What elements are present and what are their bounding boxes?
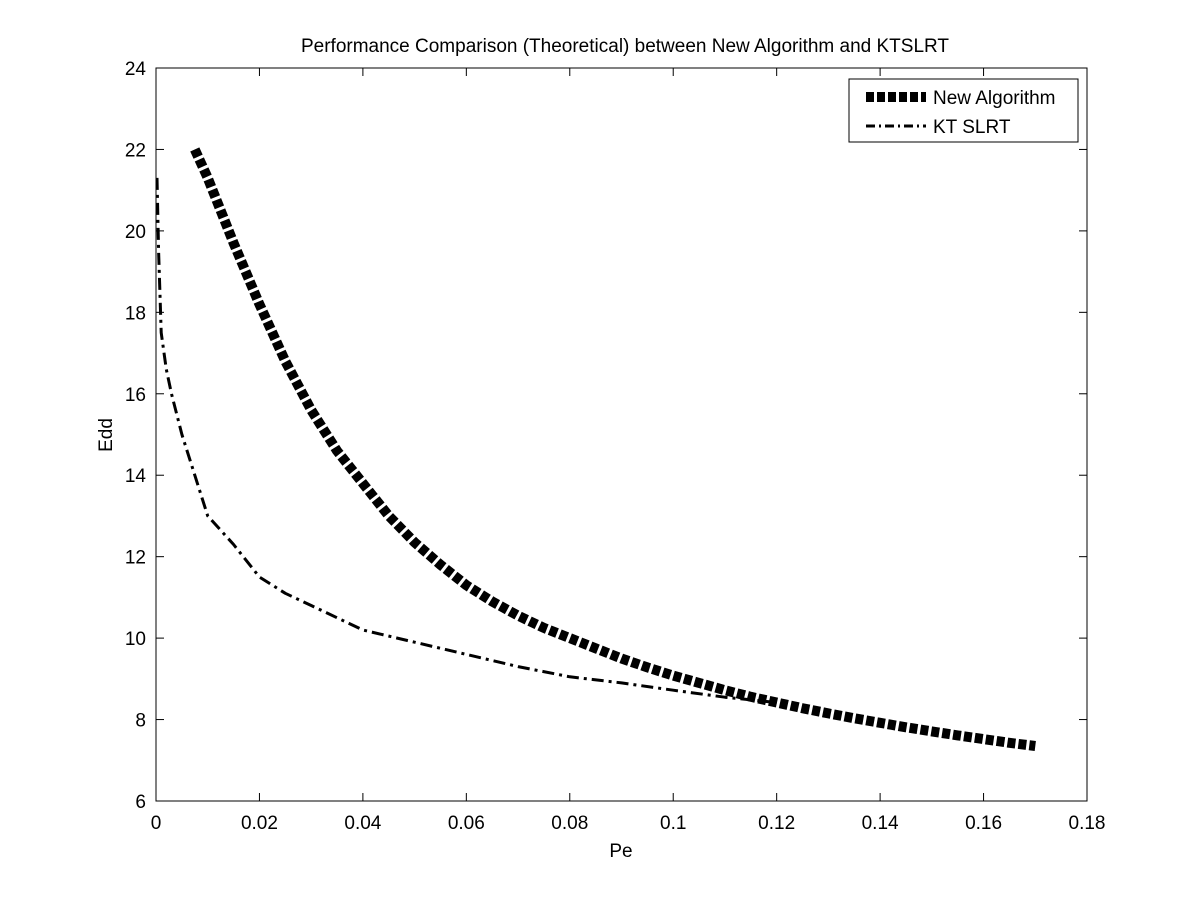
- legend-label-kt-slrt: KT SLRT: [933, 117, 1011, 138]
- x-tick-label: 0.14: [862, 813, 899, 834]
- y-tick-label: 14: [125, 466, 147, 487]
- plot-area: [155, 67, 1088, 802]
- y-tick-label: 6: [135, 792, 146, 813]
- x-tick-label: 0: [151, 813, 162, 834]
- y-tick-label: 18: [125, 303, 146, 324]
- x-axis-label: Pe: [609, 841, 632, 862]
- x-tick-label: 0.08: [551, 813, 588, 834]
- series-layer: [155, 147, 1036, 751]
- x-tick-label: 0.16: [965, 813, 1002, 834]
- y-tick-label: 10: [125, 629, 146, 650]
- y-axis-ticks: 6 8 10 12 14 16 18 20 22 24: [125, 59, 1087, 813]
- legend: New Algorithm KT SLRT: [848, 78, 1079, 143]
- chart-title: Performance Comparison (Theoretical) bet…: [301, 36, 949, 57]
- x-tick-label: 0.18: [1069, 813, 1106, 834]
- y-axis-label: Edd: [96, 418, 117, 452]
- x-tick-label: 0.04: [344, 813, 381, 834]
- series-line-new-algorithm: [190, 147, 1036, 751]
- y-tick-label: 20: [125, 222, 146, 243]
- x-tick-label: 0.1: [660, 813, 686, 834]
- y-tick-label: 24: [125, 59, 147, 80]
- x-tick-label: 0.06: [448, 813, 485, 834]
- x-tick-label: 0.02: [241, 813, 278, 834]
- legend-label-new-algorithm: New Algorithm: [933, 88, 1056, 109]
- y-tick-label: 16: [125, 385, 146, 406]
- x-axis-ticks: 0 0.02 0.04 0.06 0.08 0.1 0.12 0.14 0.16 0.18: [151, 68, 1106, 834]
- y-tick-label: 22: [125, 140, 146, 161]
- x-tick-label: 0.12: [758, 813, 795, 834]
- legend-box: [848, 78, 1079, 143]
- y-tick-label: 8: [135, 711, 146, 732]
- y-tick-label: 12: [125, 548, 146, 569]
- series-line-kt-slrt: [155, 177, 777, 704]
